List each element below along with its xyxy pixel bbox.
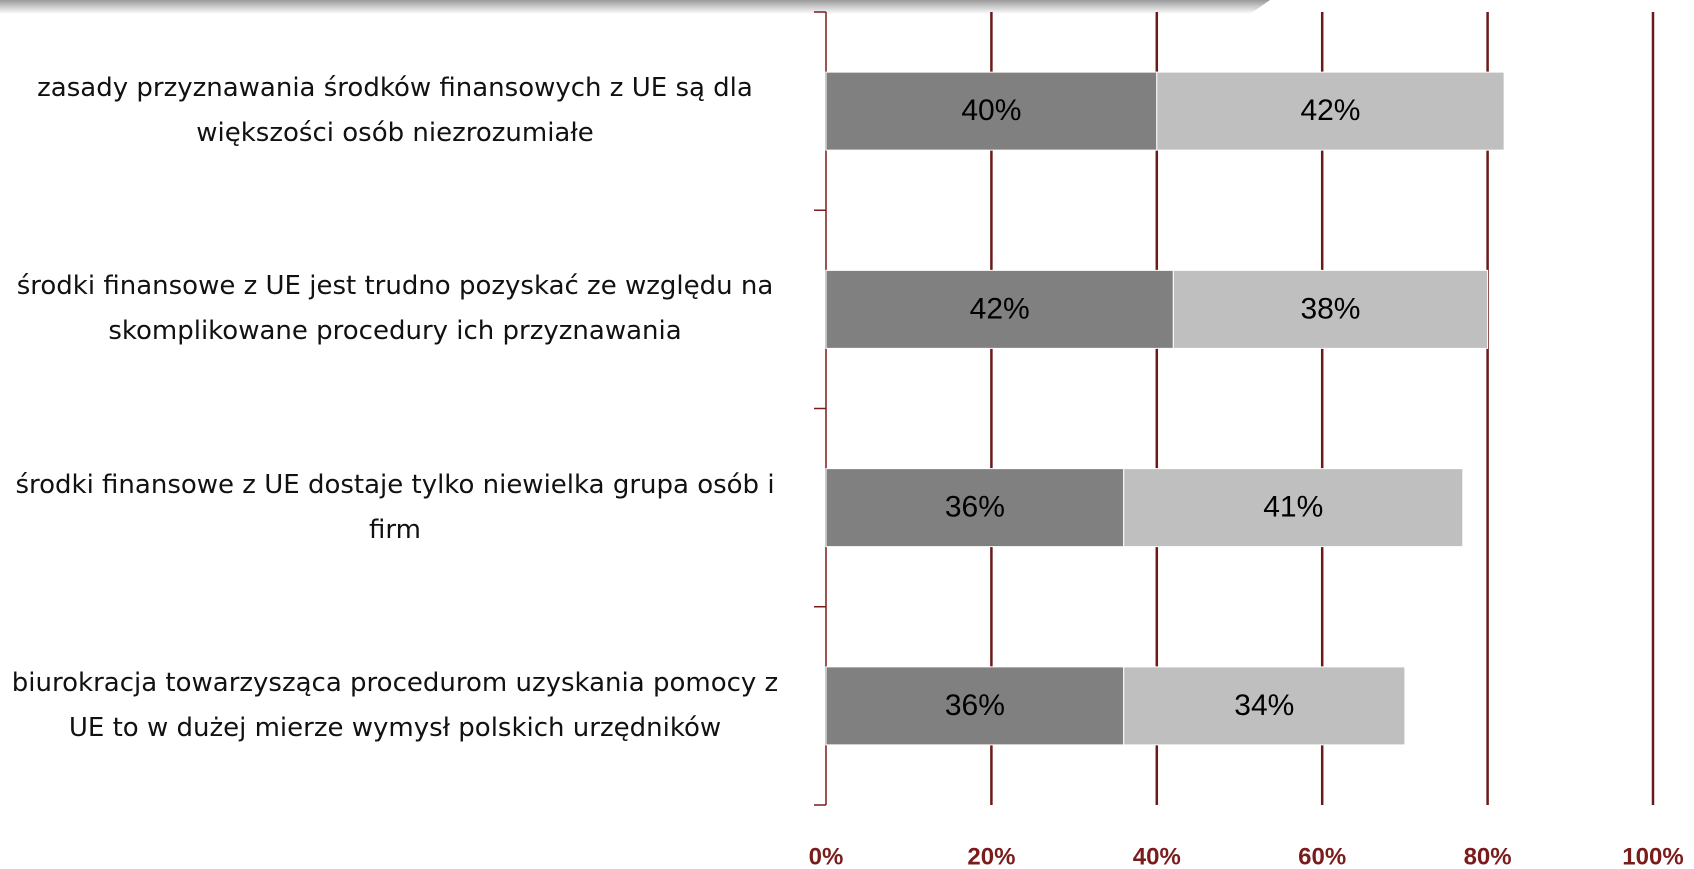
bar-segment xyxy=(1172,269,1489,349)
data-label: 41% xyxy=(1263,491,1323,524)
x-tick-label: 0% xyxy=(809,843,844,869)
bar-segment xyxy=(825,666,1125,746)
data-label: 36% xyxy=(945,491,1005,524)
data-label: 38% xyxy=(1300,292,1360,325)
data-label: 42% xyxy=(1300,94,1360,127)
category-label: środki finansowe z UE dostaje tylko niew… xyxy=(15,469,775,545)
category-label: zasady przyznawania środków finansowych … xyxy=(37,73,753,149)
bar-segment xyxy=(1123,666,1406,746)
bar-segment xyxy=(825,71,1158,151)
data-label: 40% xyxy=(961,94,1021,127)
x-tick-label: 60% xyxy=(1298,843,1346,869)
bar-segment xyxy=(1156,71,1505,151)
x-tick-label: 20% xyxy=(967,843,1015,869)
category-label: środki finansowe z UE jest trudno pozysk… xyxy=(16,271,774,347)
x-tick-label: 80% xyxy=(1464,843,1512,869)
bar-segment xyxy=(825,269,1174,349)
x-tick-label: 100% xyxy=(1622,843,1683,869)
bar-segment xyxy=(825,468,1125,548)
x-tick-label: 40% xyxy=(1133,843,1181,869)
category-label: biurokracja towarzysząca procedurom uzys… xyxy=(11,667,779,743)
data-label: 36% xyxy=(945,689,1005,722)
data-label: 42% xyxy=(970,292,1030,325)
bar-segment xyxy=(1123,468,1464,548)
header-shadow xyxy=(0,0,1270,14)
data-label: 34% xyxy=(1234,689,1294,722)
